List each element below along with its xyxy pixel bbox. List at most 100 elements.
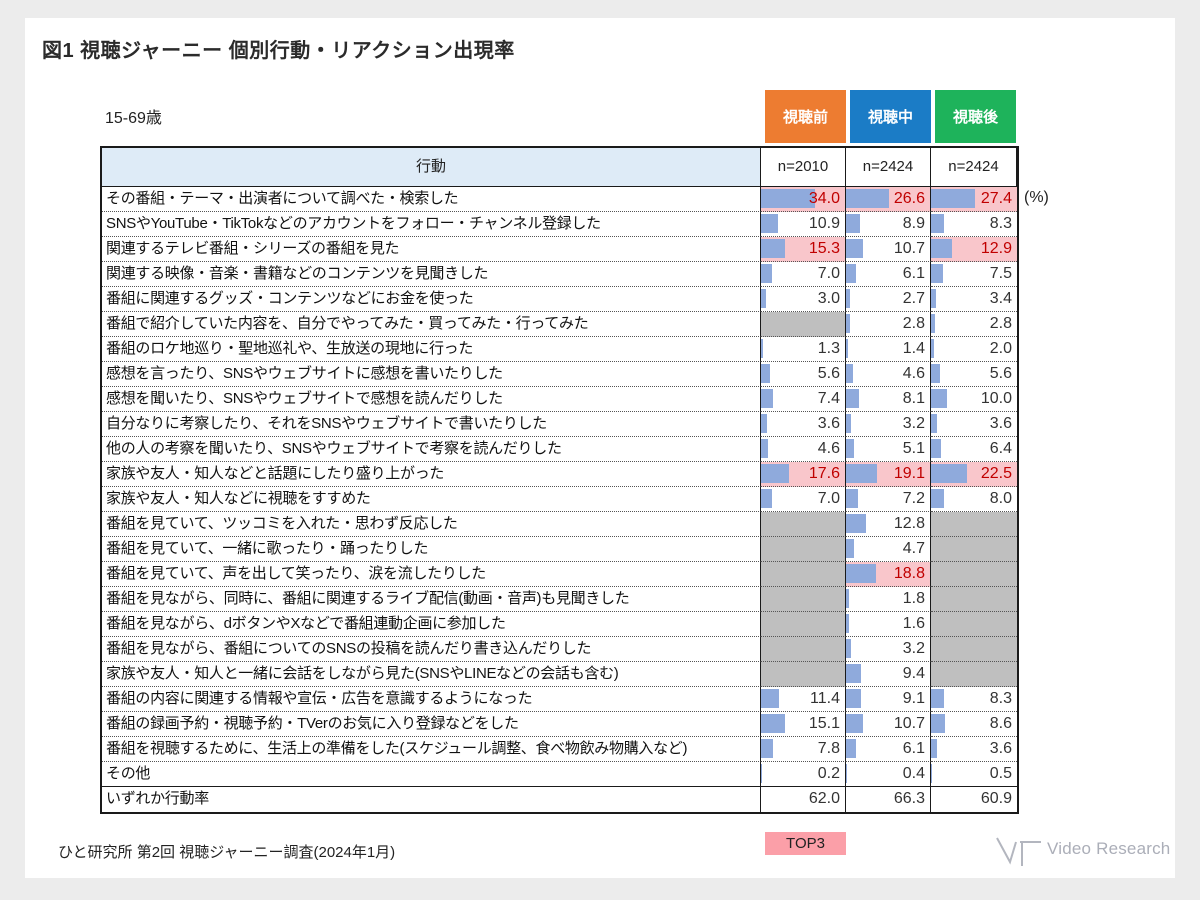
row-label: 番組の録画予約・視聴予約・TVerのお気に入り登録などをした: [102, 712, 761, 737]
value-text: 3.6: [989, 740, 1012, 757]
value-cell: 0.4: [846, 762, 931, 787]
value-text: 15.3: [808, 240, 840, 257]
value-text: 10.7: [893, 240, 925, 257]
value-bar: [761, 264, 773, 283]
value-bar: [846, 539, 854, 558]
value-cell: 19.1: [846, 462, 931, 487]
value-cell: 4.6: [846, 362, 931, 387]
column-tab-before: 視聴前: [765, 90, 846, 143]
value-bar: [846, 564, 877, 583]
value-bar: [846, 339, 849, 358]
value-text: 19.1: [893, 465, 925, 482]
table-header-n-after: n=2424: [931, 148, 1017, 187]
value-text: 4.7: [902, 540, 925, 557]
row-label: その番組・テーマ・出演者について調べた・検索した: [102, 187, 761, 212]
value-text: 10.9: [808, 215, 840, 232]
value-bar: [846, 439, 855, 458]
value-bar: [931, 389, 947, 408]
row-label: 番組を視聴するために、生活上の準備をした(スケジュール調整、食べ物飲み物購入など…: [102, 737, 761, 762]
value-cell-na: [761, 312, 846, 337]
value-text: 11.4: [810, 690, 840, 707]
value-bar: [846, 414, 852, 433]
value-bar: [931, 189, 975, 208]
value-bar: [761, 714, 786, 733]
row-label: 番組に関連するグッズ・コンテンツなどにお金を使った: [102, 287, 761, 312]
value-cell: 7.8: [761, 737, 846, 762]
value-bar: [761, 189, 816, 208]
value-bar: [846, 239, 864, 258]
value-bar: [846, 714, 864, 733]
value-cell: 60.9: [931, 787, 1017, 812]
row-label: 家族や友人・知人と一緒に会話をしながら見た(SNSやLINEなどの会話も含む): [102, 662, 761, 687]
row-label: 他の人の考察を聞いたり、SNSやウェブサイトで考察を読んだりした: [102, 437, 761, 462]
value-text: 10.7: [893, 715, 925, 732]
value-cell-na: [761, 537, 846, 562]
value-bar: [931, 264, 943, 283]
value-cell-na: [761, 562, 846, 587]
value-bar: [761, 414, 767, 433]
value-bar: [846, 689, 861, 708]
value-text: 1.3: [817, 340, 840, 357]
value-cell: 0.2: [761, 762, 846, 787]
value-cell: 10.7: [846, 237, 931, 262]
value-cell: 1.6: [846, 612, 931, 637]
value-bar: [931, 339, 935, 358]
value-bar: [931, 314, 936, 333]
value-cell: 12.9: [931, 237, 1017, 262]
value-bar: [931, 764, 932, 783]
value-cell: 2.0: [931, 337, 1017, 362]
value-cell: 7.2: [846, 487, 931, 512]
figure-title: 図1 視聴ジャーニー 個別行動・リアクション出現率: [42, 40, 515, 62]
value-cell-na: [931, 612, 1017, 637]
value-text: 7.0: [817, 265, 840, 282]
value-bar: [846, 364, 854, 383]
value-text: 15.1: [808, 715, 840, 732]
value-cell-na: [931, 587, 1017, 612]
row-label: 家族や友人・知人などと話題にしたり盛り上がった: [102, 462, 761, 487]
value-cell-na: [761, 512, 846, 537]
value-cell: 6.1: [846, 737, 931, 762]
value-cell: 7.0: [761, 262, 846, 287]
value-cell: 7.5: [931, 262, 1017, 287]
value-cell: 8.6: [931, 712, 1017, 737]
value-cell: 3.4: [931, 287, 1017, 312]
value-bar: [931, 364, 940, 383]
value-text: 6.1: [902, 740, 925, 757]
value-text: 1.4: [902, 340, 925, 357]
row-label: 自分なりに考察したり、それをSNSやウェブサイトで書いたりした: [102, 412, 761, 437]
value-text: 17.6: [808, 465, 840, 482]
value-cell: 10.0: [931, 387, 1017, 412]
value-bar: [846, 664, 862, 683]
value-text: 3.2: [902, 415, 925, 432]
value-text: 62.0: [808, 790, 840, 807]
value-bar: [761, 339, 764, 358]
value-bar: [761, 389, 773, 408]
row-label: 感想を言ったり、SNSやウェブサイトに感想を書いたりした: [102, 362, 761, 387]
age-group-label: 15-69歳: [105, 110, 162, 127]
value-cell: 62.0: [761, 787, 846, 812]
row-label: 番組を見ていて、声を出して笑ったり、涙を流したりした: [102, 562, 761, 587]
value-text: 2.0: [989, 340, 1012, 357]
value-cell: 5.1: [846, 437, 931, 462]
value-bar: [931, 289, 937, 308]
value-text: 9.4: [902, 665, 925, 682]
value-bar: [846, 389, 859, 408]
video-research-logo-mark: [996, 837, 1041, 866]
value-bar: [931, 214, 945, 233]
video-research-logo: Video Research: [995, 830, 1170, 868]
value-text: 34.0: [808, 190, 840, 207]
value-bar: [761, 239, 786, 258]
value-cell-na: [761, 612, 846, 637]
value-cell: 4.6: [761, 437, 846, 462]
value-text: 60.9: [980, 790, 1012, 807]
value-text: 10.0: [980, 390, 1012, 407]
value-cell: 7.4: [761, 387, 846, 412]
value-cell-na: [931, 562, 1017, 587]
value-text: 5.6: [817, 365, 840, 382]
unit-label: (%): [1024, 189, 1049, 206]
value-text: 0.4: [902, 765, 925, 782]
value-bar: [846, 189, 889, 208]
value-cell: 22.5: [931, 462, 1017, 487]
value-bar: [931, 414, 937, 433]
